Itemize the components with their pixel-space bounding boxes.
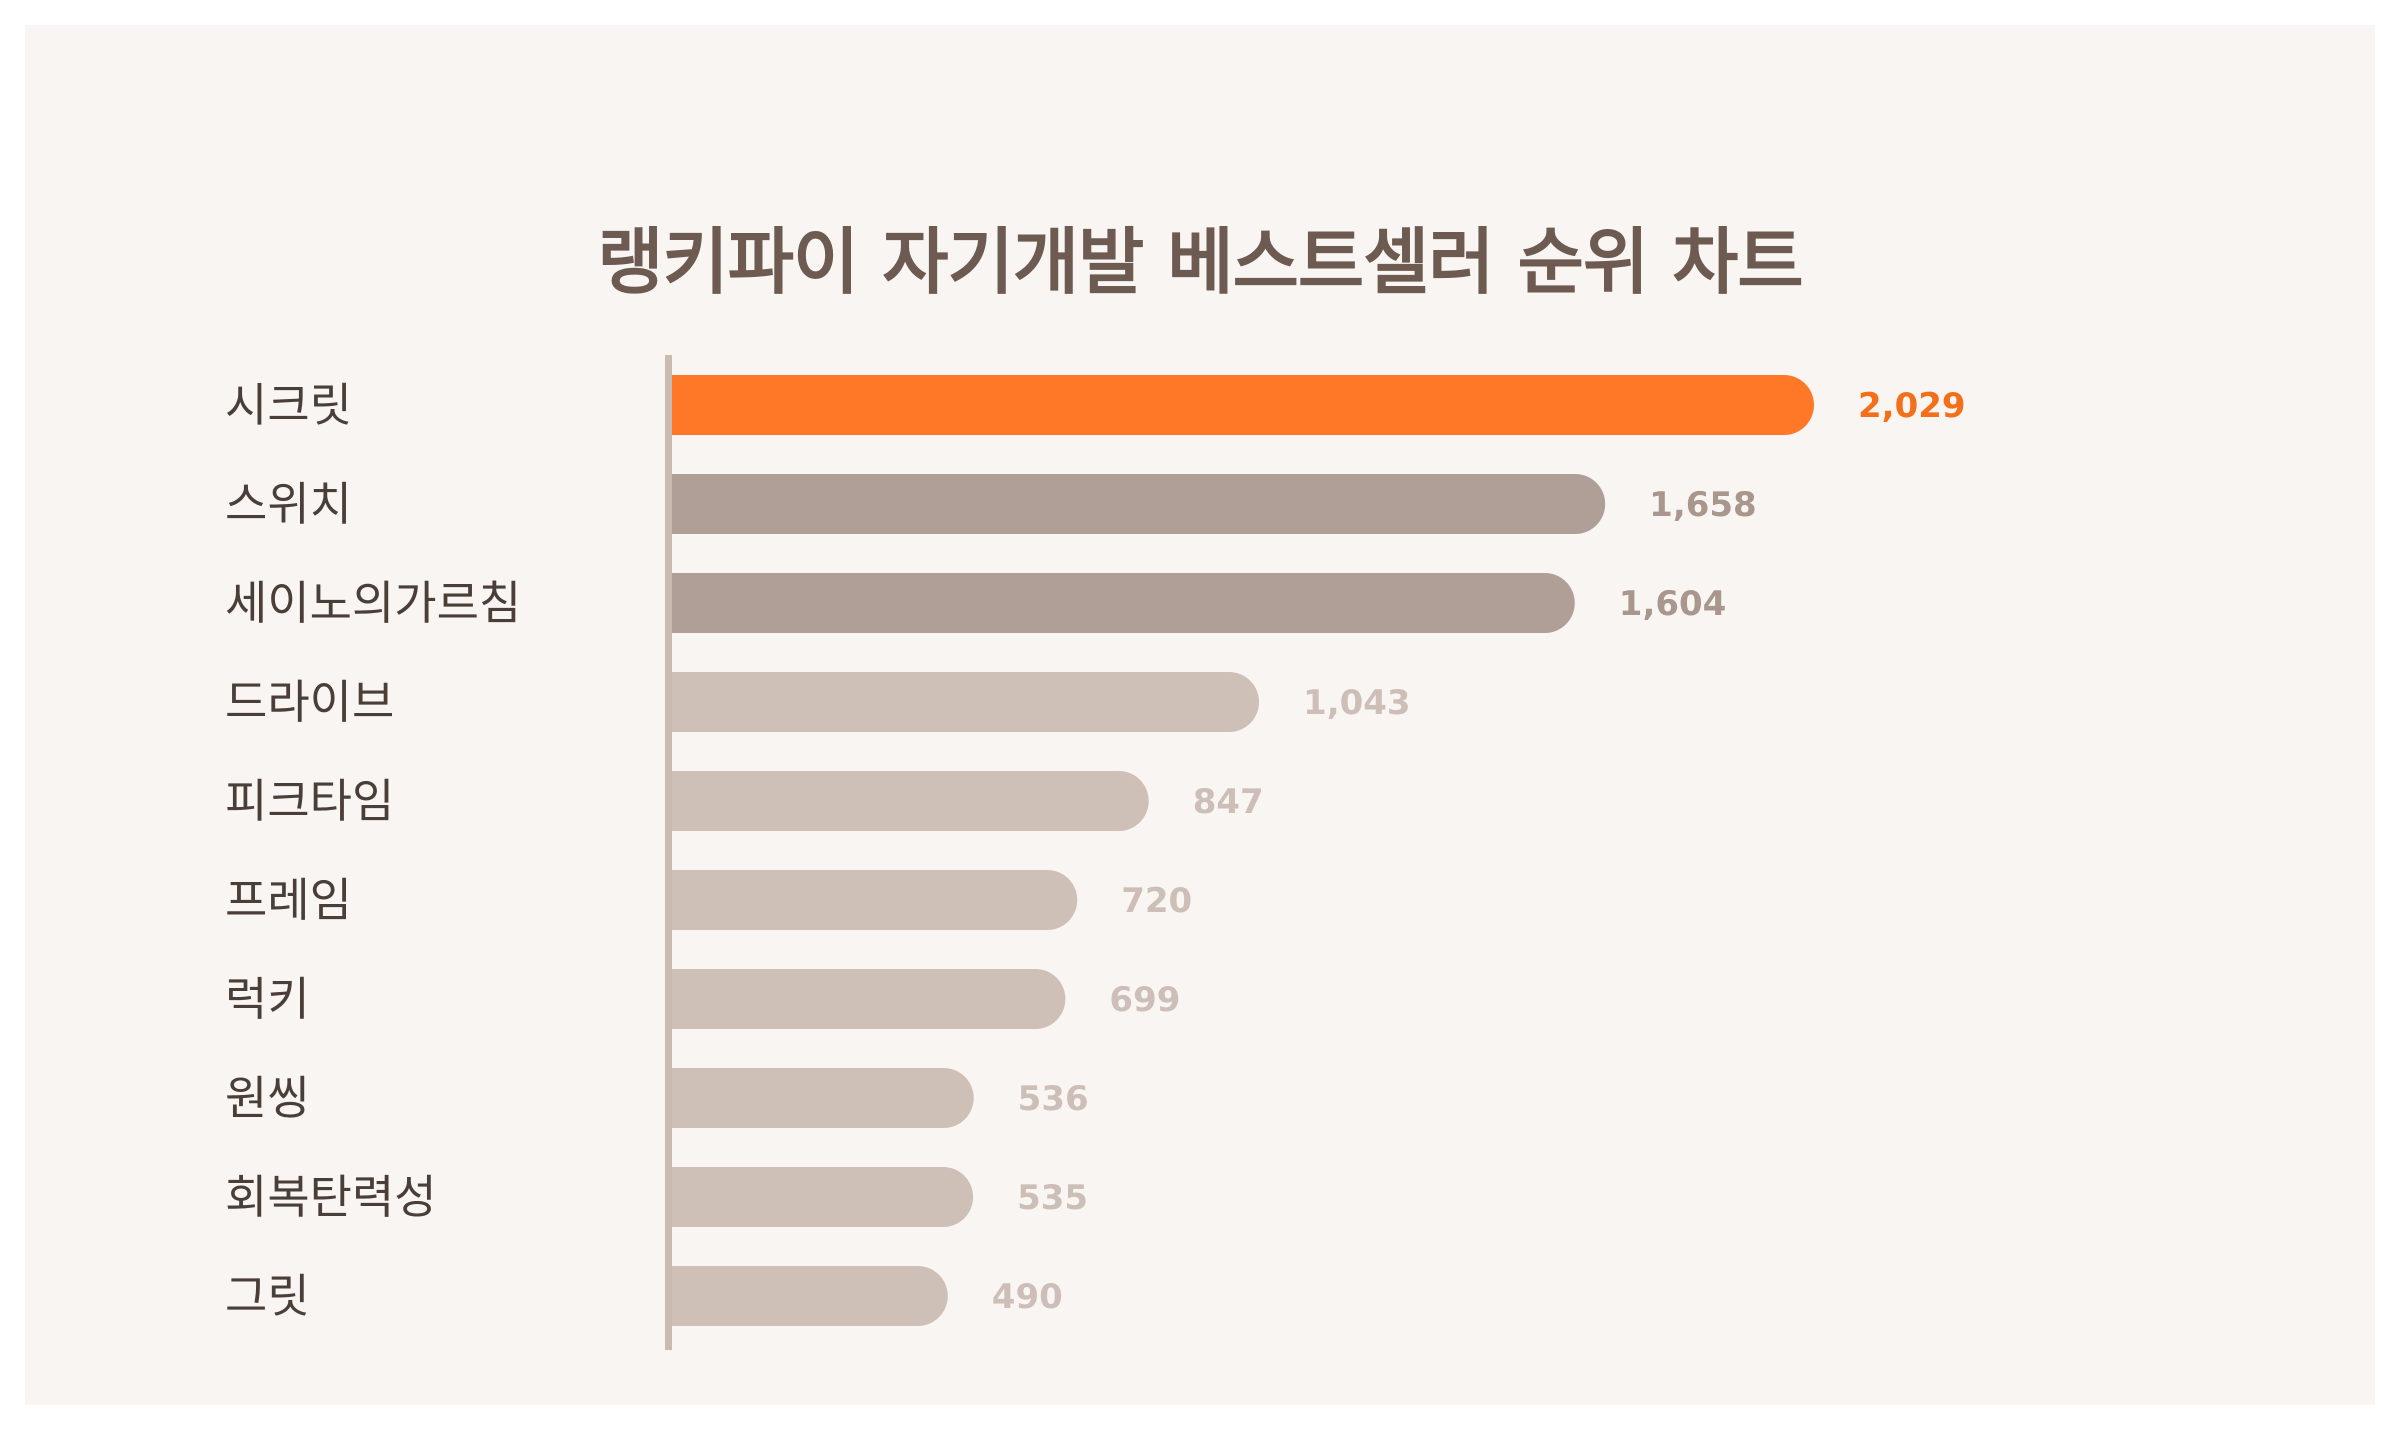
category-label: 럭키 (225, 972, 310, 1026)
value-label: 847 (1193, 782, 1264, 822)
bar (672, 573, 1575, 633)
category-label: 원씽 (225, 1071, 310, 1125)
bar (672, 771, 1149, 831)
bar (672, 969, 1066, 1029)
category-label: 피크타임 (225, 774, 394, 828)
category-label: 시크릿 (225, 378, 352, 432)
value-label: 536 (1018, 1079, 1089, 1119)
category-label: 그릿 (225, 1269, 310, 1323)
y-axis-line (665, 355, 672, 1350)
bar (672, 1266, 948, 1326)
bar (672, 375, 1814, 435)
value-label: 1,658 (1649, 485, 1757, 525)
category-label: 드라이브 (225, 675, 394, 729)
value-label: 1,604 (1619, 584, 1727, 624)
value-label: 2,029 (1858, 386, 1966, 426)
chart-title: 랭키파이 자기개발 베스트셀러 순위 차트 (597, 220, 1803, 304)
value-label: 535 (1017, 1178, 1088, 1218)
value-label: 490 (992, 1277, 1063, 1317)
value-label: 720 (1121, 881, 1192, 921)
bar (672, 870, 1078, 930)
category-label: 회복탄력성 (225, 1170, 437, 1224)
bar (672, 474, 1606, 534)
bar-chart: 시크릿 2,029 스위치 1,658 세이노의가르침 1,604 드라이브 1,043 피크타… (225, 355, 1966, 1350)
value-label: 699 (1109, 980, 1180, 1020)
category-label: 스위치 (225, 477, 352, 531)
category-label: 세이노의가르침 (225, 576, 521, 630)
value-label: 1,043 (1303, 683, 1411, 723)
bar (672, 672, 1260, 732)
bar (672, 1167, 974, 1227)
bar (672, 1068, 974, 1128)
chart-card: 랭키파이 자기개발 베스트셀러 순위 차트 시크릿 2,029 스위치 1,658 세이… (25, 25, 2375, 1405)
category-label: 프레임 (225, 873, 352, 927)
